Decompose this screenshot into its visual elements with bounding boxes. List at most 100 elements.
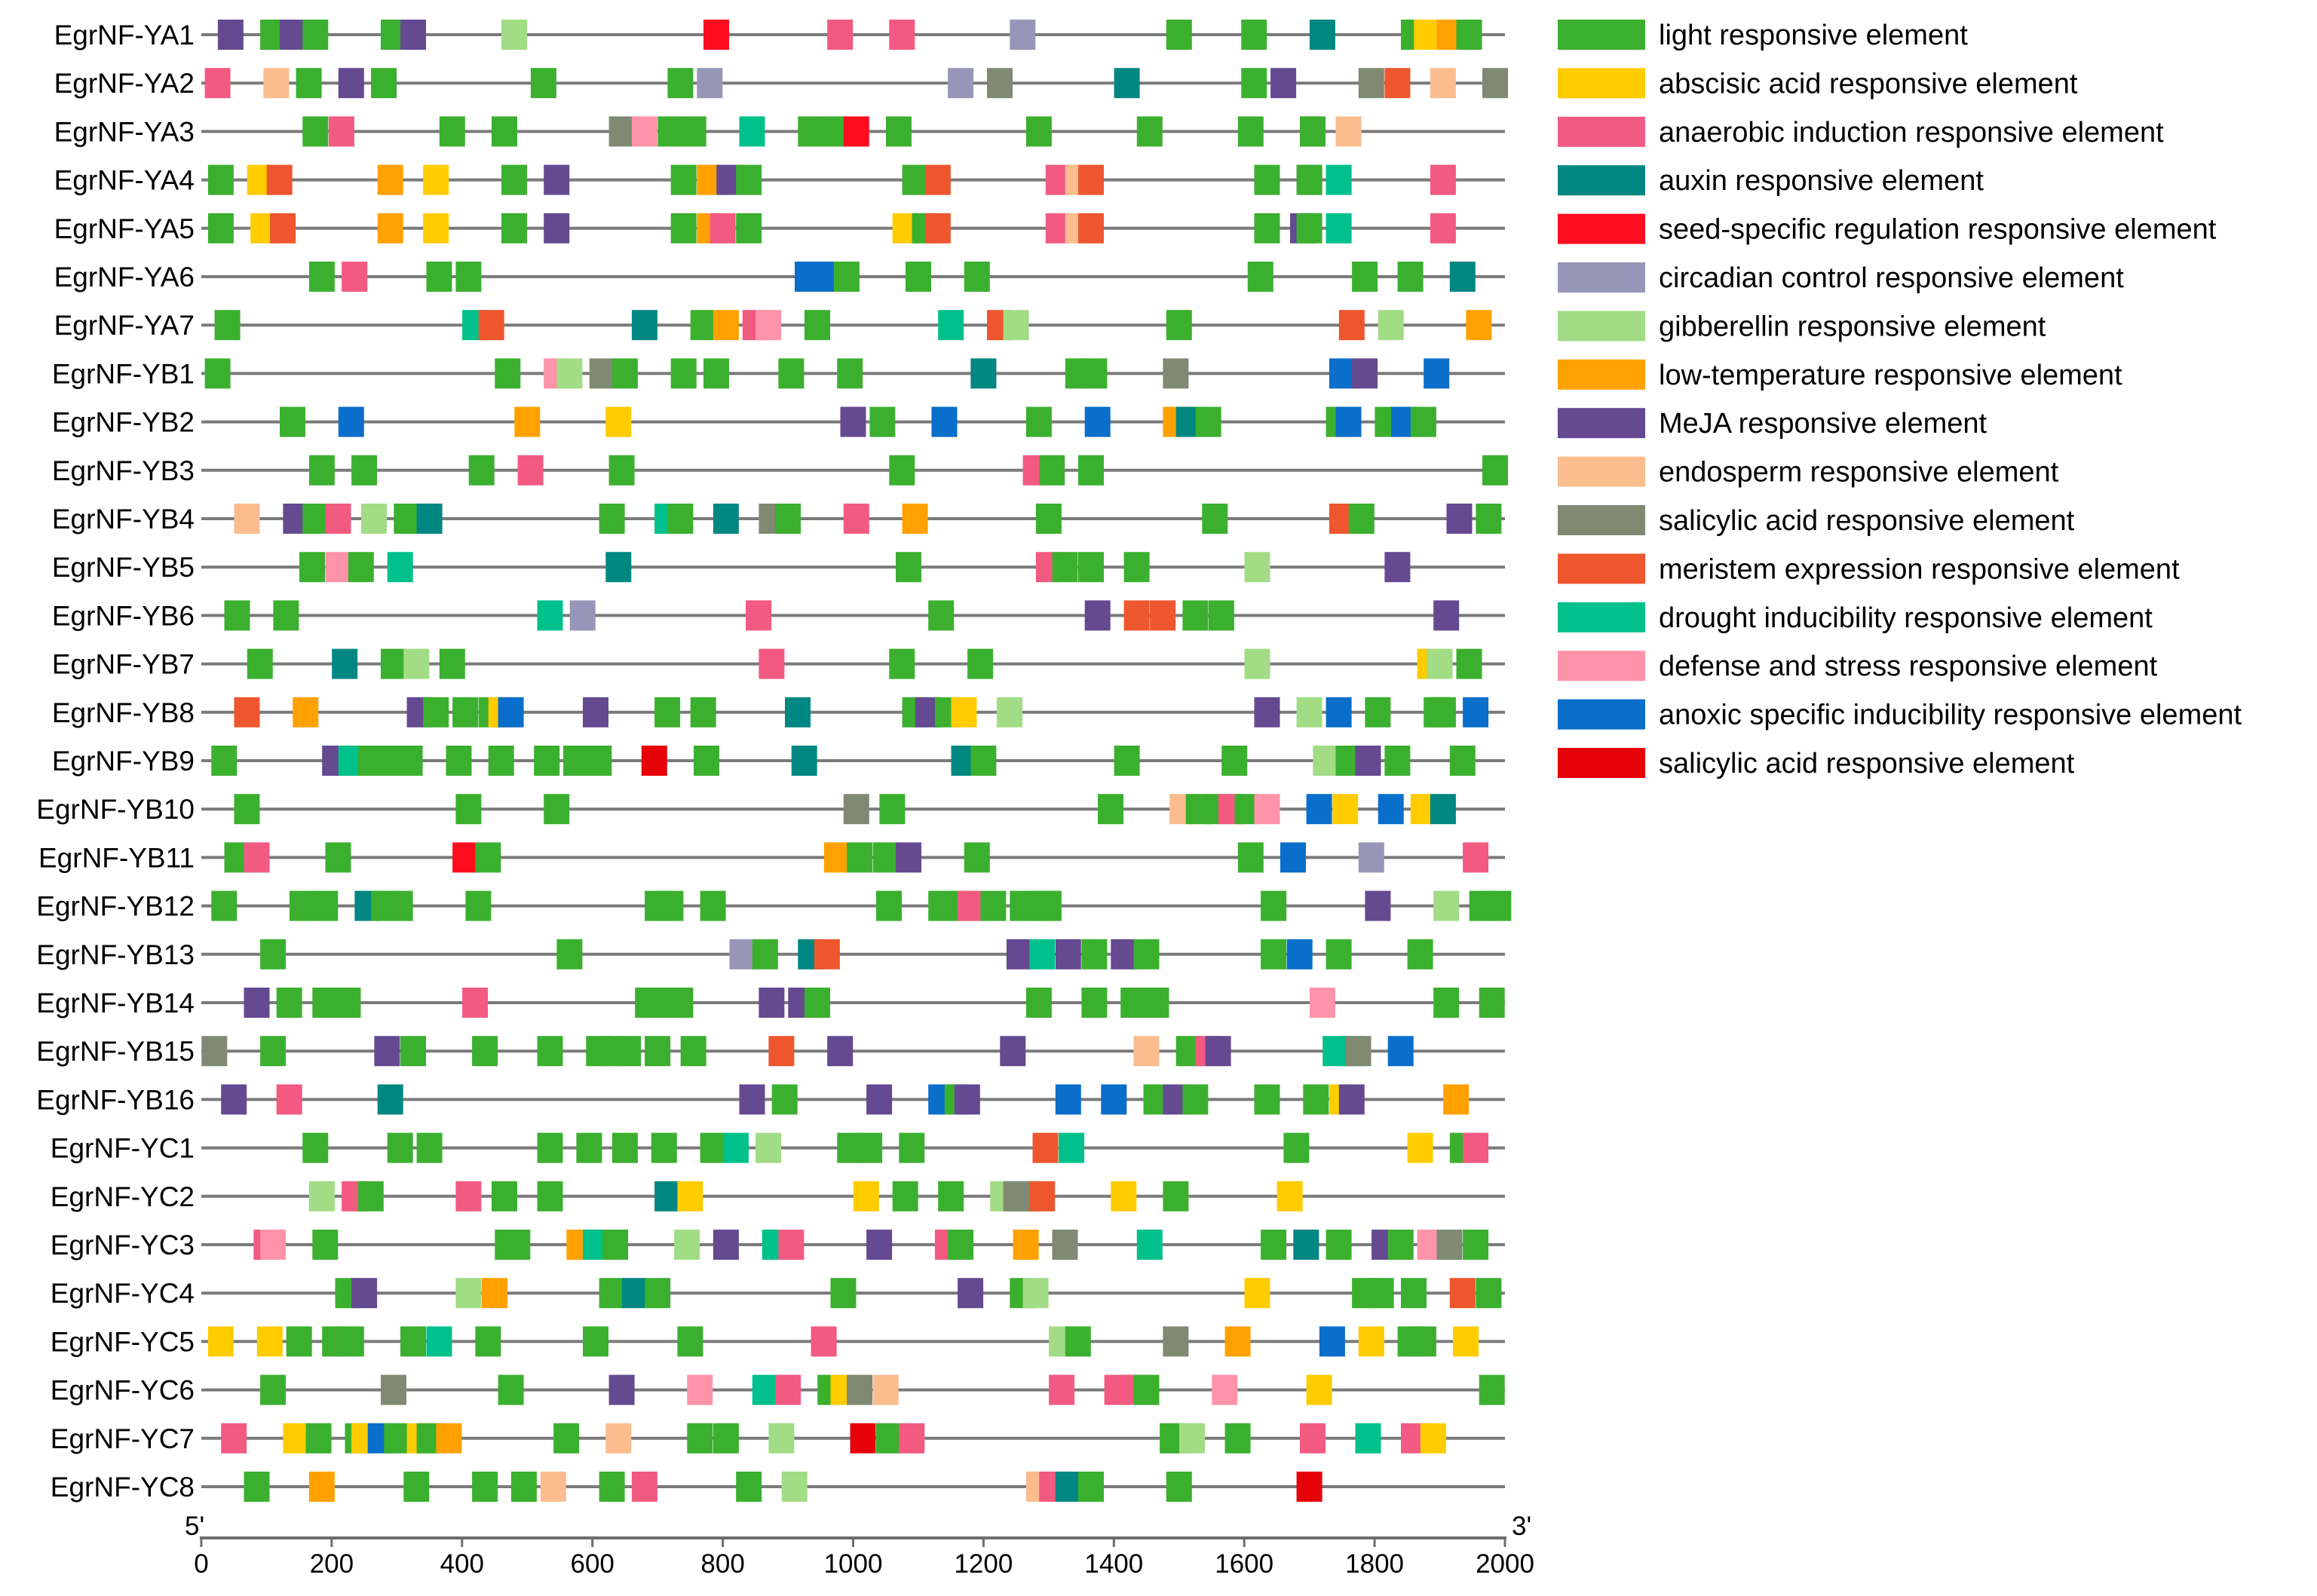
cis-element-mark bbox=[1143, 988, 1169, 1018]
cis-element-mark bbox=[273, 600, 299, 631]
cis-element-mark bbox=[1300, 116, 1326, 147]
cis-element-mark bbox=[439, 116, 465, 147]
cis-element-mark bbox=[1387, 1230, 1414, 1260]
cis-element-mark bbox=[492, 1181, 517, 1212]
gene-row: EgrNF-YB12 bbox=[36, 890, 1512, 922]
cis-element-mark bbox=[270, 213, 296, 244]
gene-label: EgrNF-YB6 bbox=[52, 600, 195, 631]
cis-element-mark bbox=[1114, 68, 1140, 99]
cis-element-mark bbox=[778, 358, 805, 389]
cis-element-mark bbox=[866, 1084, 893, 1115]
cis-element-mark bbox=[263, 68, 290, 99]
cis-element-mark bbox=[423, 697, 449, 728]
cis-element-mark bbox=[778, 1230, 805, 1260]
cis-element-mark bbox=[325, 552, 351, 583]
legend-swatch bbox=[1558, 553, 1645, 584]
cis-element-mark bbox=[1430, 68, 1456, 99]
legend-label: anaerobic induction responsive element bbox=[1659, 117, 2164, 149]
cis-element-mark bbox=[207, 213, 234, 244]
cis-element-mark bbox=[1114, 746, 1140, 776]
cis-element-mark bbox=[1055, 1084, 1081, 1115]
cis-element-mark bbox=[501, 213, 527, 244]
cis-element-mark bbox=[530, 68, 556, 99]
cis-element-mark bbox=[384, 1423, 410, 1454]
legend-item: abscisic acid responsive element bbox=[1558, 68, 2078, 100]
cis-element-mark bbox=[234, 504, 260, 534]
x-tick-label: 1000 bbox=[824, 1549, 883, 1579]
cis-element-mark bbox=[768, 1423, 795, 1454]
cis-element-mark bbox=[1270, 68, 1297, 99]
cis-element-mark bbox=[1463, 842, 1489, 873]
cis-element-mark bbox=[820, 116, 847, 147]
cis-element-mark bbox=[1032, 1132, 1059, 1163]
cis-element-mark bbox=[840, 406, 866, 437]
legend-label: defense and stress responsive element bbox=[1659, 651, 2158, 682]
cis-element-mark bbox=[1378, 794, 1404, 825]
cis-element-mark bbox=[1039, 455, 1065, 486]
cis-element-mark bbox=[583, 697, 608, 728]
cis-element-mark bbox=[902, 504, 928, 534]
cis-element-mark bbox=[876, 890, 902, 921]
gene-row: EgrNF-YB8 bbox=[52, 697, 1505, 728]
cis-element-mark bbox=[1433, 600, 1460, 631]
x-tick-label: 800 bbox=[700, 1549, 744, 1579]
cis-element-mark bbox=[357, 1181, 384, 1212]
cis-element-mark bbox=[221, 1084, 247, 1115]
cis-element-mark bbox=[1261, 890, 1287, 921]
cis-element-mark bbox=[703, 20, 729, 50]
cis-element-mark bbox=[1123, 552, 1150, 583]
cis-element-mark bbox=[1052, 1230, 1078, 1260]
cis-element-mark bbox=[455, 1278, 482, 1309]
legend-label: anoxic specific inducibility responsive … bbox=[1659, 700, 2242, 731]
gene-label: EgrNF-YA7 bbox=[54, 310, 195, 341]
cis-element-mark bbox=[312, 1230, 339, 1260]
cis-element-mark bbox=[1479, 988, 1505, 1018]
cis-element-mark bbox=[670, 213, 697, 244]
cis-element-mark bbox=[537, 1036, 563, 1067]
gene-label: EgrNF-YB2 bbox=[52, 407, 195, 438]
cis-element-mark bbox=[472, 1472, 498, 1502]
legend-swatch bbox=[1558, 359, 1645, 390]
cis-element-mark bbox=[690, 310, 716, 341]
cis-element-mark bbox=[1384, 552, 1411, 583]
cis-element-mark bbox=[1345, 1036, 1372, 1067]
cis-element-mark bbox=[847, 842, 873, 873]
cis-element-mark bbox=[938, 310, 964, 341]
cis-element-mark bbox=[1065, 1326, 1091, 1357]
cis-element-mark bbox=[495, 358, 521, 389]
legend-item: meristem expression responsive element bbox=[1558, 553, 2180, 585]
gene-row: EgrNF-YC5 bbox=[51, 1326, 1505, 1357]
cis-element-mark bbox=[299, 552, 325, 583]
gene-row: EgrNF-YB16 bbox=[36, 1084, 1505, 1115]
cis-element-mark bbox=[387, 890, 413, 921]
cis-element-mark bbox=[1081, 358, 1108, 389]
cis-element-mark bbox=[338, 406, 364, 437]
cis-element-mark bbox=[1182, 600, 1209, 631]
cis-element-mark bbox=[755, 1132, 782, 1163]
x-tick-label: 1600 bbox=[1215, 1549, 1273, 1579]
x-tick-label: 1200 bbox=[954, 1549, 1013, 1579]
cis-element-mark bbox=[1430, 794, 1456, 825]
cis-element-mark bbox=[886, 116, 912, 147]
cis-element-mark bbox=[602, 1230, 628, 1260]
cis-element-mark bbox=[964, 262, 990, 292]
cis-element-mark bbox=[1133, 1374, 1160, 1405]
cis-element-mark bbox=[452, 697, 479, 728]
cis-element-mark bbox=[866, 1230, 893, 1260]
cis-element-mark bbox=[902, 164, 928, 195]
cis-element-mark bbox=[1237, 116, 1264, 147]
legend-label: meristem expression responsive element bbox=[1659, 553, 2180, 585]
cis-element-mark bbox=[631, 310, 657, 341]
legend-item: circadian control responsive element bbox=[1558, 262, 2124, 294]
legend-item: salicylic acid responsive element bbox=[1558, 505, 2075, 537]
cis-element-mark bbox=[1254, 697, 1280, 728]
cis-element-mark bbox=[1022, 1278, 1049, 1309]
cis-element-mark bbox=[446, 746, 472, 776]
cis-element-mark bbox=[997, 697, 1022, 728]
cis-element-mark bbox=[217, 20, 244, 50]
cis-element-mark bbox=[1479, 1374, 1505, 1405]
cis-element-mark bbox=[462, 988, 489, 1018]
gene-row: EgrNF-YA7 bbox=[54, 310, 1505, 341]
cis-element-mark bbox=[423, 213, 449, 244]
cis-element-mark bbox=[1202, 504, 1228, 534]
